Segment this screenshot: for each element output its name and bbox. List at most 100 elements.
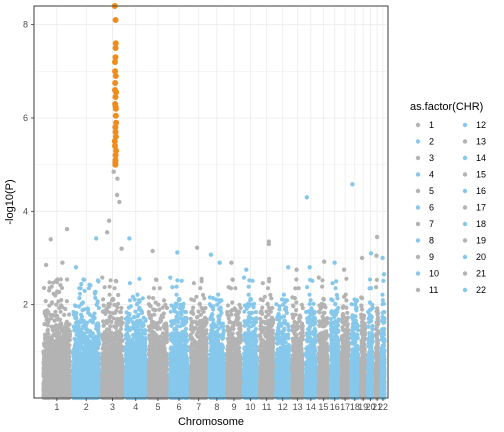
data-point xyxy=(50,328,55,333)
data-point xyxy=(89,356,94,361)
data-point xyxy=(82,277,87,282)
data-point xyxy=(72,365,77,370)
data-point xyxy=(43,299,48,304)
data-point xyxy=(78,366,83,371)
data-point xyxy=(64,299,69,304)
data-point xyxy=(44,335,49,340)
data-point xyxy=(90,367,95,372)
data-point xyxy=(79,281,84,287)
data-point xyxy=(41,285,47,291)
data-point xyxy=(75,345,80,350)
data-point xyxy=(118,310,123,315)
data-point xyxy=(74,340,79,345)
data-point xyxy=(89,352,94,357)
data-point xyxy=(58,362,64,367)
data-point xyxy=(88,362,93,367)
data-point xyxy=(77,291,83,296)
data-point xyxy=(93,341,98,346)
data-point xyxy=(71,353,76,358)
data-point xyxy=(72,303,78,308)
data-point xyxy=(44,313,49,318)
data-point xyxy=(53,278,59,284)
data-point xyxy=(55,335,60,340)
data-point xyxy=(78,370,83,375)
data-point xyxy=(77,327,82,332)
data-point xyxy=(49,385,54,390)
data-point xyxy=(62,312,67,317)
data-point xyxy=(63,335,68,340)
data-point xyxy=(96,371,101,376)
data-point xyxy=(55,290,60,295)
data-point xyxy=(102,285,107,290)
data-point xyxy=(81,331,86,336)
data-point xyxy=(86,343,91,348)
data-point xyxy=(55,347,60,352)
data-point xyxy=(45,328,50,333)
data-point xyxy=(43,392,49,397)
data-point xyxy=(47,280,52,285)
data-point xyxy=(41,349,46,354)
data-point xyxy=(52,318,57,323)
data-point xyxy=(45,317,50,322)
data-point xyxy=(95,321,100,326)
data-point xyxy=(66,361,71,366)
data-point xyxy=(57,317,63,322)
data-point xyxy=(58,303,64,308)
data-point xyxy=(84,384,89,389)
data-point xyxy=(87,312,92,317)
data-point xyxy=(51,368,57,374)
data-point xyxy=(80,308,85,313)
data-point xyxy=(58,309,63,314)
data-point xyxy=(53,340,58,345)
data-point xyxy=(64,327,69,332)
data-point xyxy=(57,341,62,346)
data-point xyxy=(82,323,87,328)
data-point xyxy=(58,355,63,360)
data-point xyxy=(78,320,83,325)
data-point xyxy=(63,392,68,398)
data-point xyxy=(83,368,88,373)
data-point xyxy=(96,393,101,398)
data-point xyxy=(96,279,101,284)
data-point xyxy=(49,324,54,329)
data-point xyxy=(85,351,90,356)
data-point xyxy=(85,306,90,311)
data-point xyxy=(81,345,86,350)
data-point xyxy=(96,363,101,368)
data-point xyxy=(67,350,72,355)
data-point xyxy=(59,298,64,303)
data-point xyxy=(53,309,58,314)
data-point xyxy=(71,309,76,315)
data-point xyxy=(67,377,72,382)
data-point xyxy=(67,373,72,378)
data-points xyxy=(41,169,387,401)
data-point xyxy=(77,380,82,385)
data-point xyxy=(64,369,69,374)
data-point xyxy=(54,302,59,307)
data-point xyxy=(47,370,52,375)
data-point xyxy=(65,356,70,361)
data-point xyxy=(67,312,72,317)
data-point xyxy=(44,353,49,358)
data-point xyxy=(77,296,82,301)
data-point xyxy=(61,351,66,356)
data-point xyxy=(91,373,97,379)
data-point xyxy=(94,388,99,394)
data-point xyxy=(82,288,87,293)
data-point xyxy=(51,361,56,366)
data-point xyxy=(77,376,82,381)
data-point xyxy=(78,386,83,391)
data-point xyxy=(63,306,68,312)
data-point xyxy=(62,385,67,390)
data-point xyxy=(59,285,65,291)
data-point xyxy=(107,292,112,297)
data-point xyxy=(93,349,98,355)
data-point xyxy=(92,315,97,321)
data-point xyxy=(56,374,61,379)
data-point xyxy=(65,323,70,328)
data-point xyxy=(96,334,101,339)
data-point xyxy=(96,329,101,334)
data-point xyxy=(74,316,79,321)
data-point xyxy=(50,346,55,351)
